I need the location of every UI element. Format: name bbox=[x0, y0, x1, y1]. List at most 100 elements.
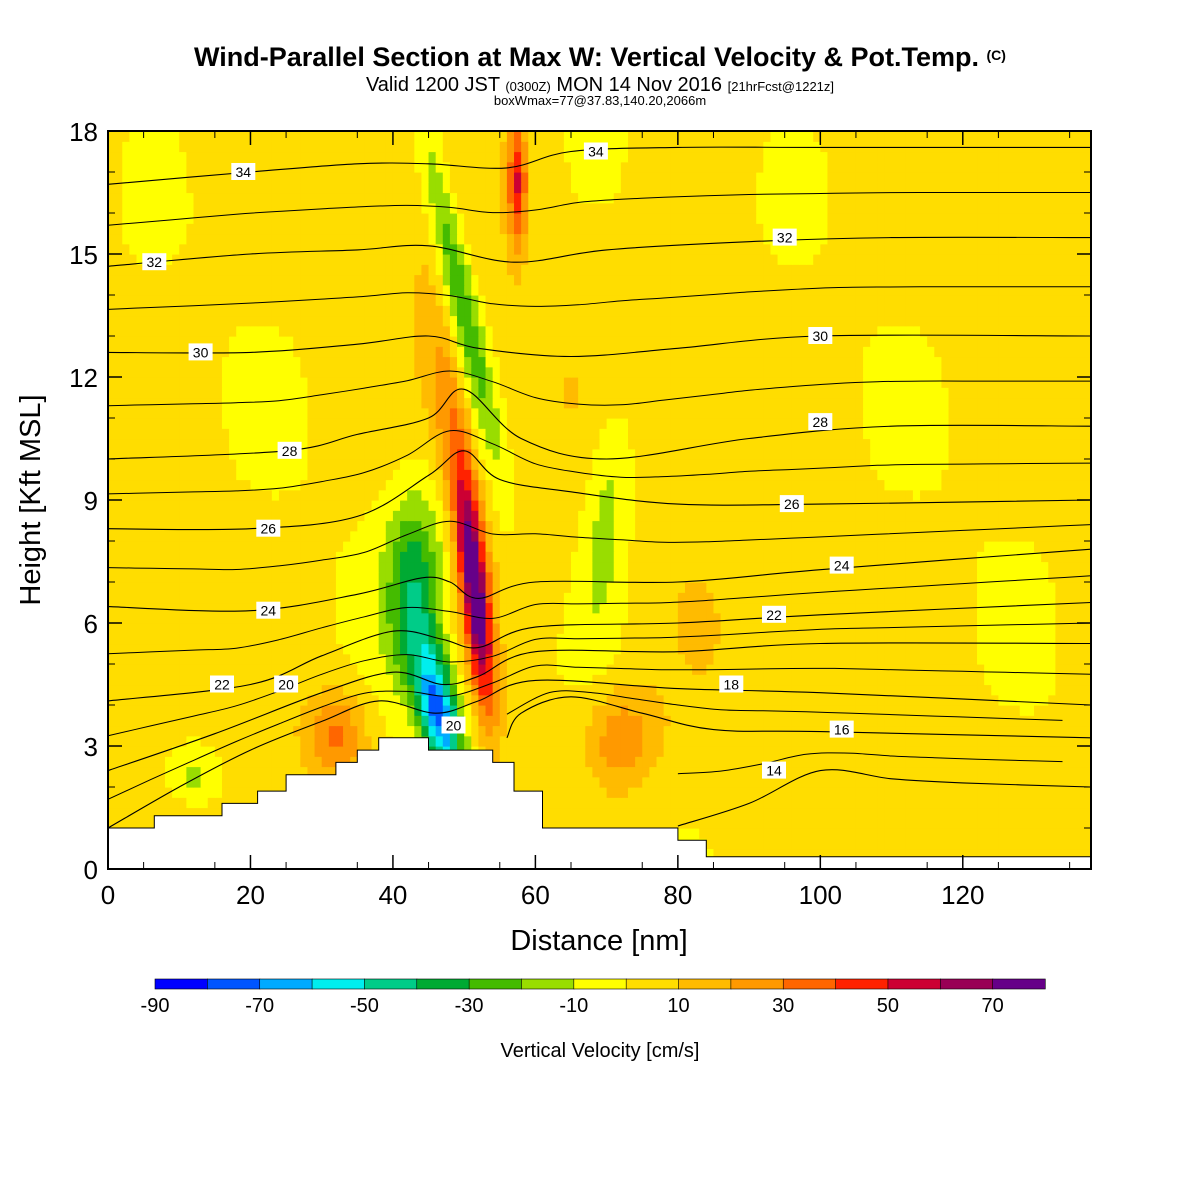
vv-cell bbox=[955, 623, 964, 634]
vv-cell bbox=[1012, 715, 1021, 727]
vv-cell bbox=[727, 510, 736, 522]
vv-cell bbox=[941, 735, 950, 747]
vv-cell bbox=[827, 633, 836, 645]
vv-cell bbox=[229, 715, 237, 727]
vv-cell bbox=[1076, 705, 1085, 716]
vv-cell bbox=[635, 787, 643, 798]
vv-cell bbox=[955, 612, 964, 624]
vv-cell bbox=[1055, 592, 1064, 604]
vv-cell bbox=[371, 520, 380, 532]
vv-cell bbox=[371, 592, 380, 604]
vv-cell bbox=[905, 582, 914, 593]
vv-cell bbox=[934, 684, 943, 696]
vv-cell bbox=[172, 776, 180, 788]
vv-cell bbox=[542, 756, 551, 768]
vv-cell bbox=[692, 520, 700, 532]
vv-cell bbox=[521, 766, 529, 778]
vv-cell bbox=[150, 571, 159, 583]
vv-cell bbox=[941, 500, 950, 511]
vv-cell bbox=[200, 561, 209, 573]
vv-cell bbox=[286, 735, 294, 747]
vv-cell bbox=[129, 776, 138, 788]
vv-cell bbox=[855, 725, 864, 737]
vv-cell bbox=[884, 838, 893, 850]
vv-cell bbox=[392, 602, 401, 614]
vv-cell bbox=[1055, 776, 1064, 788]
vv-cell bbox=[563, 520, 572, 532]
vv-cell bbox=[556, 623, 565, 634]
vv-cell bbox=[798, 694, 807, 706]
vv-cell bbox=[912, 561, 921, 573]
vv-cell bbox=[848, 776, 857, 788]
vv-cell bbox=[727, 838, 736, 850]
vv-cell bbox=[706, 602, 715, 614]
vv-cell bbox=[514, 756, 522, 768]
vv-cell bbox=[129, 817, 138, 829]
vv-cell bbox=[193, 664, 202, 675]
vv-cell bbox=[784, 612, 793, 624]
vv-cell bbox=[492, 746, 501, 757]
vv-cell bbox=[784, 643, 793, 655]
vv-cell bbox=[884, 653, 893, 665]
vv-cell bbox=[720, 848, 729, 860]
vv-cell bbox=[364, 653, 373, 665]
vv-cell bbox=[400, 705, 408, 716]
vv-cell bbox=[442, 582, 451, 593]
vv-cell bbox=[236, 541, 244, 552]
vv-cell bbox=[713, 848, 722, 860]
vv-cell bbox=[969, 571, 978, 583]
vv-cell bbox=[741, 520, 750, 532]
vv-cell bbox=[620, 592, 629, 604]
vv-cell bbox=[863, 807, 871, 819]
vv-cell bbox=[435, 623, 444, 634]
vv-cell bbox=[364, 725, 373, 737]
vv-cell bbox=[948, 735, 957, 747]
vv-cell bbox=[806, 551, 814, 563]
vv-cell bbox=[193, 551, 202, 563]
vv-cell bbox=[1041, 776, 1049, 788]
vv-cell bbox=[841, 602, 850, 614]
vv-cell bbox=[1041, 612, 1049, 624]
vv-cell bbox=[542, 653, 551, 665]
vv-cell bbox=[692, 787, 700, 798]
vv-cell bbox=[307, 766, 316, 778]
vv-cell bbox=[343, 746, 351, 757]
vv-cell bbox=[948, 643, 957, 655]
vv-cell bbox=[229, 623, 237, 634]
vv-cell bbox=[585, 643, 593, 655]
vv-cell bbox=[271, 766, 280, 778]
vv-cell bbox=[293, 746, 301, 757]
vv-cell bbox=[912, 715, 921, 727]
vv-cell bbox=[300, 684, 309, 696]
vv-cell bbox=[627, 653, 636, 665]
vv-cell bbox=[912, 643, 921, 655]
vv-cell bbox=[920, 756, 928, 768]
vv-cell bbox=[1026, 561, 1035, 573]
vv-cell bbox=[905, 725, 914, 737]
vv-cell bbox=[143, 561, 152, 573]
vv-cell bbox=[492, 541, 501, 552]
vv-cell bbox=[827, 766, 836, 778]
vv-cell bbox=[400, 551, 408, 563]
vv-cell bbox=[1055, 797, 1064, 809]
vv-cell bbox=[855, 602, 864, 614]
vv-cell bbox=[713, 735, 722, 747]
vv-cell bbox=[977, 674, 985, 686]
vv-cell bbox=[371, 612, 380, 624]
vv-cell bbox=[214, 612, 223, 624]
vv-cell bbox=[670, 500, 679, 511]
vv-cell bbox=[898, 746, 907, 757]
vv-cell bbox=[1048, 571, 1056, 583]
vv-cell bbox=[791, 592, 800, 604]
vv-cell bbox=[820, 582, 829, 593]
vv-cell bbox=[791, 776, 800, 788]
vv-cell bbox=[934, 828, 943, 839]
vv-cell bbox=[407, 653, 415, 665]
vv-cell bbox=[150, 797, 159, 809]
vv-cell bbox=[635, 571, 643, 583]
vv-cell bbox=[1019, 541, 1028, 552]
vv-cell bbox=[1012, 766, 1021, 778]
vv-cell bbox=[1026, 500, 1035, 511]
vv-cell bbox=[998, 592, 1007, 604]
vv-cell bbox=[449, 551, 458, 563]
